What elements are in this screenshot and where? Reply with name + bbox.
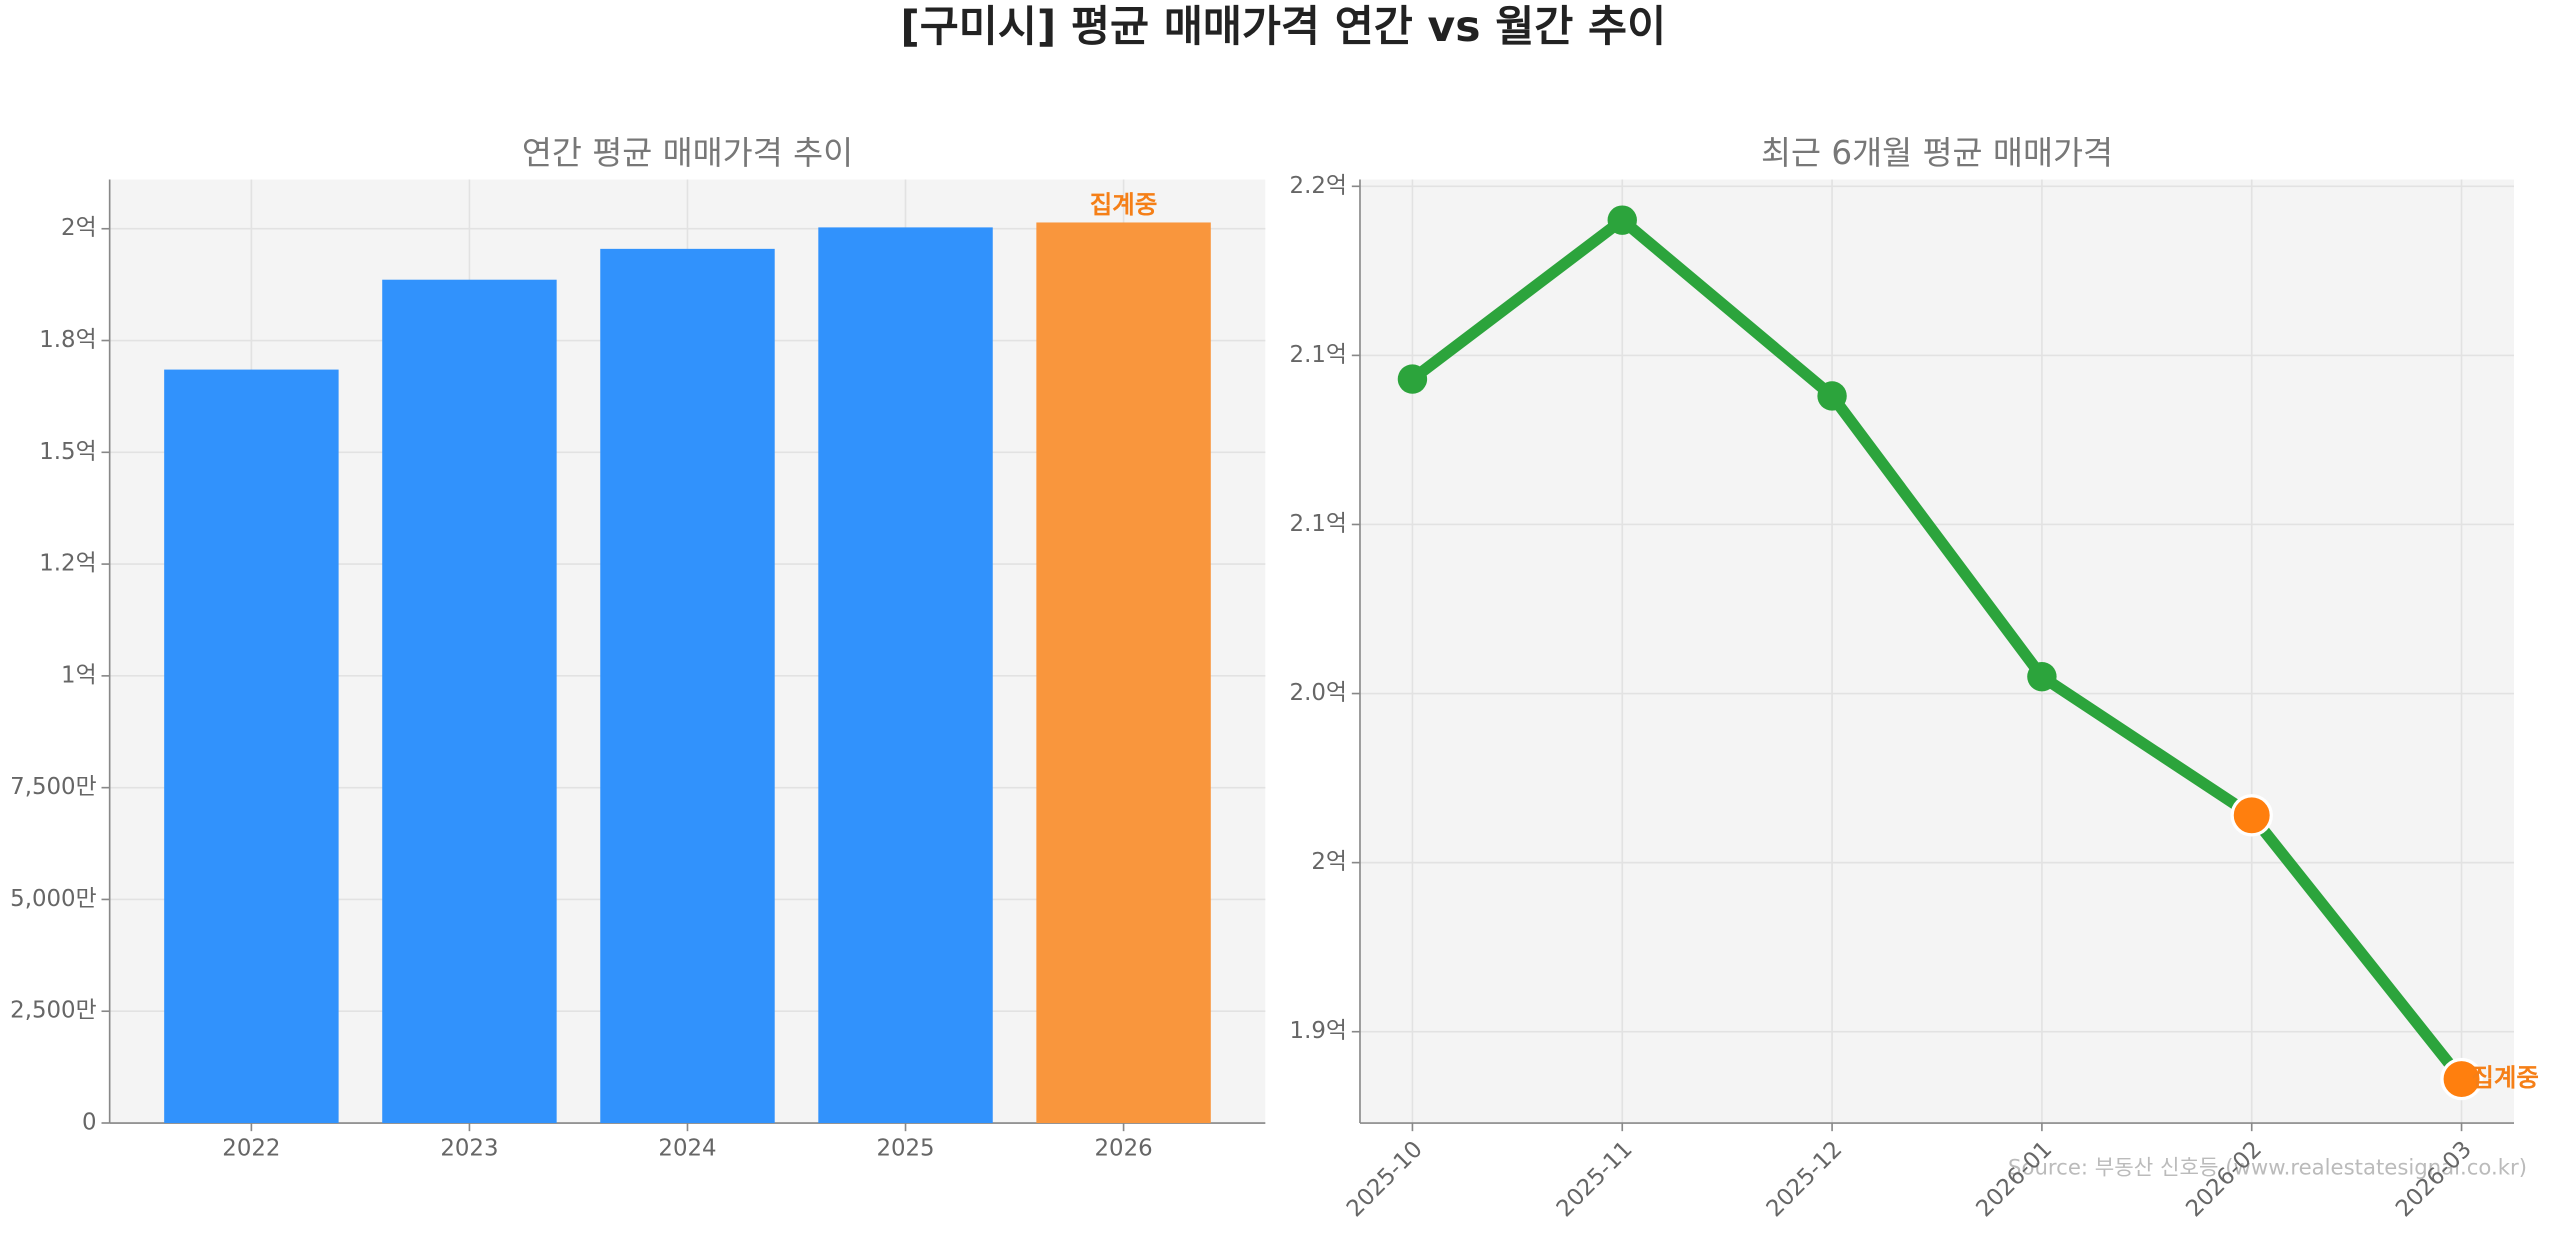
y-tick-label: 2.1억 (1290, 511, 1347, 537)
x-tick-label: 2025-11 (1552, 1136, 1638, 1222)
marker (1397, 364, 1428, 394)
y-tick-label: 1억 (61, 662, 97, 688)
x-tick-label: 2025-12 (1762, 1136, 1848, 1222)
figure-title: [구미시] 평균 매매가격 연간 vs 월간 추이 (900, 3, 1666, 52)
x-tick-label: 2025 (876, 1136, 934, 1162)
x-tick-label: 2026 (1095, 1136, 1153, 1162)
subplot-title: 연간 평균 매매가격 추이 (522, 134, 853, 172)
y-tick-label: 2억 (1311, 849, 1347, 875)
y-tick-label: 5,000만 (10, 886, 96, 912)
y-tick-label: 1.9억 (1290, 1018, 1347, 1044)
y-tick-label: 2,500만 (10, 998, 96, 1024)
bar (600, 248, 775, 1124)
marker (2230, 794, 2273, 837)
plot-area (1359, 179, 2514, 1124)
y-tick-label: 2.2억 (1290, 173, 1347, 199)
line (1408, 214, 2467, 1083)
bar (818, 227, 993, 1124)
marker (1607, 205, 1637, 235)
y-tick-label: 7,500만 (10, 774, 96, 800)
marker (1817, 381, 1847, 411)
marker (2027, 661, 2057, 692)
bar (382, 279, 557, 1124)
x-tick-label: 2024 (658, 1136, 716, 1162)
y-tick-label: 2억 (61, 215, 97, 241)
source: Source: 부동산 신호등 (www.realestatesignal.co… (2008, 1156, 2527, 1181)
y-tick-label: 1.2억 (39, 551, 96, 577)
y-tick-label: 2.0억 (1290, 680, 1347, 706)
marker (2440, 1057, 2483, 1101)
y-tick-label: 1.8억 (39, 327, 96, 353)
annotation: 집계중 (2471, 1063, 2539, 1092)
y-tick-label: 2.1억 (1290, 342, 1347, 368)
bar (164, 369, 339, 1124)
y-tick-label: 0 (82, 1110, 97, 1136)
subplot-title: 최근 6개월 평균 매매가격 (1761, 134, 2113, 172)
y-tick-label: 1.5억 (39, 439, 96, 465)
x-tick-label: 2025-10 (1342, 1136, 1428, 1222)
annotation: 집계중 (1090, 190, 1158, 219)
x-tick-label: 2023 (440, 1136, 498, 1162)
x-tick-label: 2022 (222, 1136, 280, 1162)
bar (1036, 222, 1211, 1124)
